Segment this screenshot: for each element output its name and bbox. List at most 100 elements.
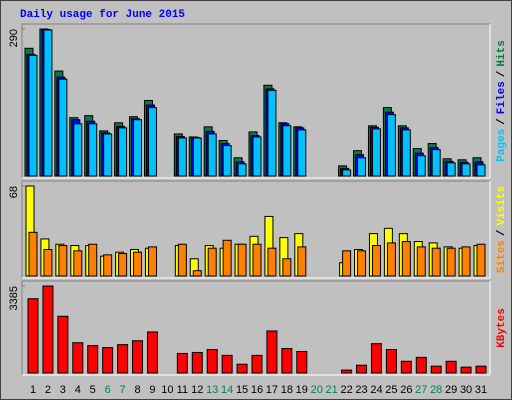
x-tick-label: 21 (326, 384, 338, 396)
y-tick-label: 68 (8, 186, 20, 198)
bar (252, 243, 262, 277)
bar (237, 243, 247, 277)
bar (476, 164, 486, 177)
bar (118, 253, 128, 277)
bar (267, 89, 277, 177)
bar (147, 246, 157, 277)
bar (357, 157, 367, 177)
bar (42, 285, 54, 374)
x-tick-label: 30 (460, 384, 472, 396)
x-tick-label: 1 (30, 384, 36, 396)
x-tick-label: 25 (385, 384, 397, 396)
bar (267, 247, 277, 277)
bar (371, 128, 381, 177)
bar (206, 349, 218, 374)
legend: Sites / Visits (496, 186, 508, 273)
x-tick-label: 9 (149, 384, 155, 396)
x-tick-label: 31 (475, 384, 487, 396)
bar (117, 344, 129, 374)
bar (400, 360, 412, 374)
bar (177, 137, 187, 177)
bar (281, 348, 293, 374)
bar (72, 342, 84, 374)
bar (118, 127, 128, 177)
bar (296, 350, 308, 374)
bar (416, 246, 426, 277)
bar (87, 345, 99, 374)
bar (356, 364, 368, 374)
bar (357, 250, 367, 277)
bar (133, 119, 143, 177)
bar (370, 343, 382, 374)
bar (386, 114, 396, 177)
bar (461, 246, 471, 277)
x-tick-label: 11 (177, 384, 188, 396)
bar (342, 169, 352, 177)
bar (207, 247, 217, 277)
legend: Pages / Files / Hits (496, 40, 508, 162)
x-tick-label: 27 (415, 384, 427, 396)
bar (133, 251, 143, 277)
bar (297, 129, 307, 177)
bar (341, 369, 353, 374)
bar (27, 298, 39, 374)
bar (28, 54, 38, 177)
legend-separator: / (496, 70, 508, 77)
x-tick-label: 4 (75, 384, 81, 396)
bar (282, 258, 292, 277)
x-tick-label: 14 (221, 384, 233, 396)
y-tick-label: 3385 (8, 286, 20, 310)
bar (430, 365, 442, 374)
y-tick-label: 290 (8, 29, 20, 47)
bar (371, 245, 381, 277)
chart-title: Daily usage for June 2015 (20, 9, 185, 21)
bar (88, 243, 98, 277)
bar (192, 270, 202, 277)
legend-separator: / (496, 229, 508, 236)
bar (146, 331, 158, 374)
x-tick-label: 26 (400, 384, 412, 396)
x-tick-label: 12 (191, 384, 203, 396)
bar (88, 123, 98, 177)
bar (297, 246, 307, 277)
bar (57, 315, 69, 374)
x-tick-label: 3 (60, 384, 66, 396)
bar (43, 249, 53, 277)
bar (192, 137, 202, 177)
bar (460, 366, 472, 374)
bar (222, 145, 232, 177)
x-tick-label: 28 (430, 384, 442, 396)
bar (385, 349, 397, 374)
bar (386, 242, 396, 277)
bar (416, 155, 426, 177)
bar (446, 162, 456, 177)
bar (401, 241, 411, 277)
bar (251, 354, 263, 374)
legend-entry: Pages (496, 129, 508, 162)
bar (147, 107, 157, 177)
x-tick-label: 8 (134, 384, 140, 396)
x-tick-label: 20 (311, 384, 323, 396)
legend-entry: Hits (496, 40, 508, 66)
x-tick-label: 6 (105, 384, 111, 396)
x-tick-label: 18 (281, 384, 293, 396)
bar (58, 78, 68, 177)
legend-entry: KBytes (496, 308, 508, 348)
legend-entry: Sites (496, 240, 508, 273)
bar (222, 239, 232, 277)
bar (43, 29, 53, 177)
bar (461, 163, 471, 177)
x-tick-label: 13 (206, 384, 218, 396)
bar (102, 347, 114, 374)
legend-entry: Visits (496, 186, 508, 226)
bar (73, 250, 83, 277)
bar (252, 136, 262, 177)
bar (446, 247, 456, 277)
x-tick-label: 15 (236, 384, 248, 396)
x-tick-label: 2 (45, 384, 51, 396)
bar (431, 149, 441, 177)
bar (401, 129, 411, 177)
bar (28, 231, 38, 277)
bar (415, 356, 427, 374)
